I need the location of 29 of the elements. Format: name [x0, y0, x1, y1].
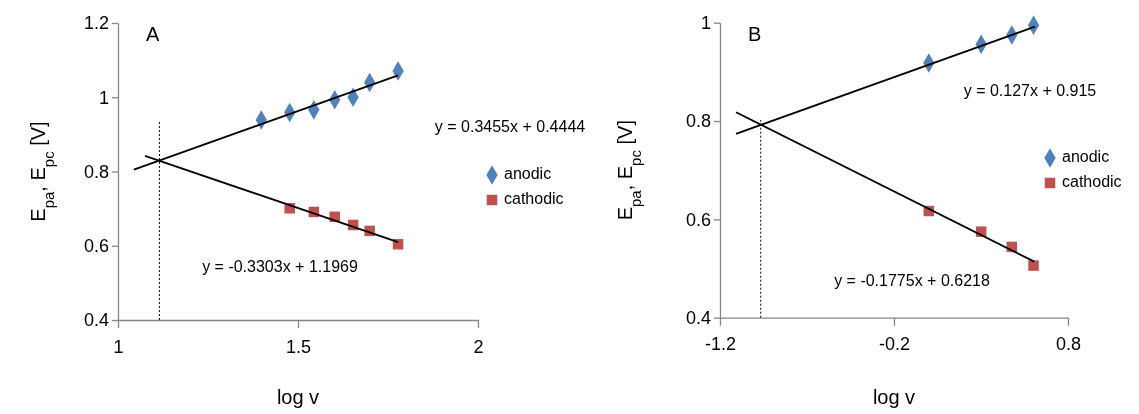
legend-label: anodic — [1062, 148, 1110, 166]
y-tick-label: 0.4 — [685, 307, 711, 328]
legend-label: cathodic — [1062, 173, 1122, 191]
point — [1028, 260, 1039, 271]
x-tick-label: -0.2 — [878, 334, 911, 355]
annotation: y = 0.127x + 0.915 — [963, 82, 1097, 100]
point — [392, 239, 404, 250]
x-tick-label: -1.2 — [704, 334, 737, 355]
chart-title: B — [748, 22, 762, 45]
chart-title: A — [146, 23, 160, 45]
y-tick-label: 0.4 — [83, 310, 109, 331]
y-tick-label: 0.8 — [685, 111, 711, 132]
y-tick-label: 1.2 — [83, 13, 109, 34]
y-tick-label: 0.6 — [685, 209, 711, 230]
y-tick-label: 1 — [700, 12, 711, 33]
x-tick-label: 0.8 — [1055, 334, 1082, 355]
x-tick-label: 2 — [473, 336, 484, 357]
y-tick-label: 0.6 — [83, 236, 109, 257]
annotation: y = 0.3455x + 0.4444 — [434, 118, 586, 136]
x-tick-label: 1.5 — [285, 336, 312, 357]
y-tick-label: 1 — [98, 87, 109, 108]
y-tick-label: 0.8 — [83, 161, 109, 182]
x-tick-label: 1 — [113, 336, 124, 357]
x-axis-title: log v — [276, 386, 320, 408]
annotation: y = -0.1775x + 0.6218 — [834, 272, 990, 290]
legend-label: cathodic — [504, 190, 564, 208]
x-axis-title: log v — [872, 386, 916, 408]
annotation: y = -0.3303x + 1.1969 — [202, 258, 358, 276]
legend-label: anodic — [504, 165, 552, 183]
